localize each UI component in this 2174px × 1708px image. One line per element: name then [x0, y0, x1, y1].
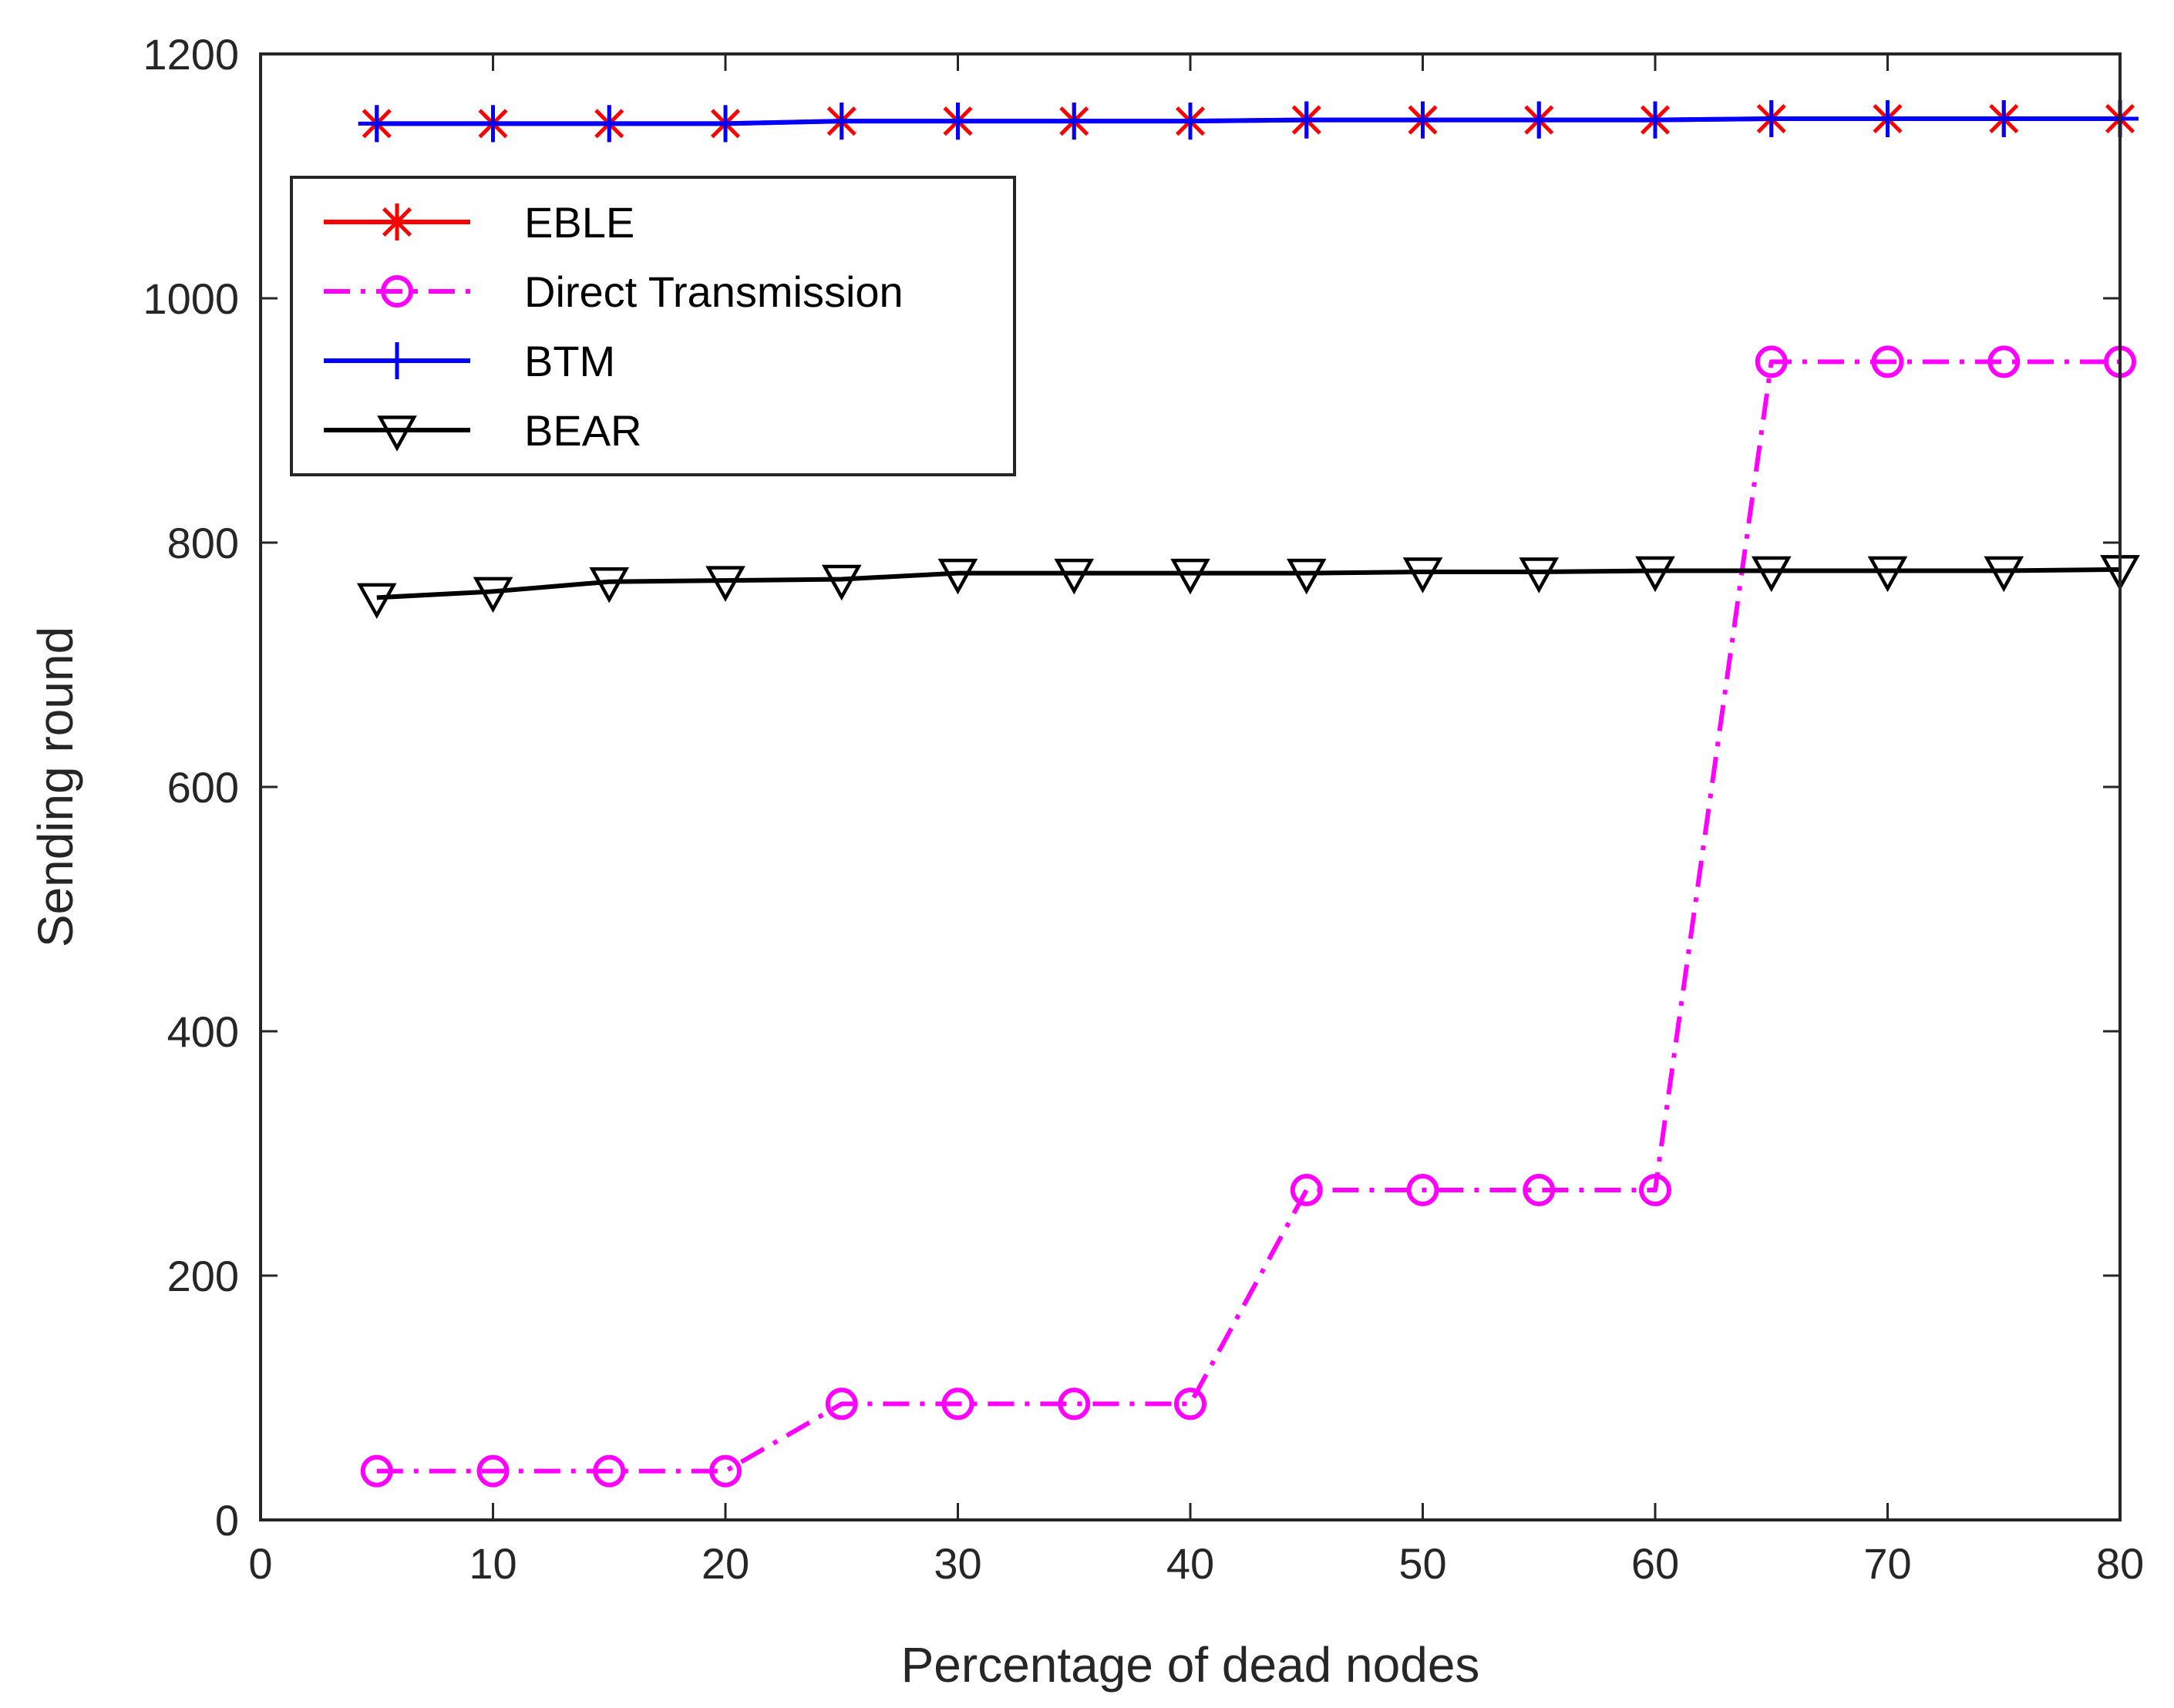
legend-label: BTM [524, 337, 615, 385]
y-tick-label: 200 [167, 1252, 239, 1300]
legend-marker [379, 203, 416, 240]
data-point-marker [707, 105, 744, 143]
data-point-marker [591, 105, 628, 143]
data-point-marker [1751, 556, 1792, 593]
data-point-marker [705, 566, 745, 602]
data-point-marker [358, 105, 395, 143]
legend-entry: Direct Transmission [324, 267, 904, 316]
data-point-marker [1286, 558, 1327, 595]
legend-box [290, 176, 1016, 476]
x-tick-label: 60 [1631, 1539, 1679, 1588]
x-tick-label: 30 [934, 1539, 981, 1588]
data-point-marker [1984, 556, 2024, 593]
series-line [376, 567, 2121, 600]
data-point-marker [1985, 100, 2023, 138]
legend-label: BEAR [524, 406, 642, 455]
data-point-marker [1637, 101, 1674, 139]
data-point-marker [474, 105, 512, 143]
data-point-marker [1174, 1387, 1206, 1421]
data-point-marker [1752, 100, 1790, 138]
legend-entry: EBLE [324, 198, 634, 247]
data-point-marker [1871, 345, 1904, 378]
series-line [376, 116, 2120, 126]
data-point-marker [1055, 103, 1093, 140]
y-tick-label: 1000 [143, 274, 239, 323]
data-point-marker [1635, 556, 1675, 593]
x-tick-label: 40 [1166, 1539, 1214, 1588]
data-point-marker [1639, 1174, 1671, 1207]
x-tick-label: 80 [2096, 1539, 2144, 1588]
series-layer [356, 100, 2140, 1488]
data-point-marker [709, 1454, 742, 1488]
data-point-marker [1755, 345, 1788, 378]
data-point-marker [1058, 1387, 1091, 1421]
data-point-marker [1523, 1174, 1556, 1207]
y-tick-label: 600 [167, 763, 239, 812]
data-point-marker [356, 583, 397, 620]
data-point-marker [473, 577, 513, 614]
data-point-marker [360, 1454, 393, 1488]
series-btm [358, 100, 2139, 143]
data-point-marker [1054, 558, 1095, 595]
x-tick-label: 70 [1863, 1539, 1911, 1588]
y-tick-label: 400 [167, 1007, 239, 1056]
data-point-marker [941, 1387, 974, 1421]
y-axis-label: Sending round [28, 627, 83, 947]
legend-entry: BTM [324, 337, 615, 385]
legend-label: EBLE [524, 198, 634, 247]
data-point-marker [825, 1387, 858, 1421]
data-point-marker [1869, 100, 1906, 138]
series-line [376, 359, 2120, 1474]
data-point-marker [1170, 558, 1210, 595]
data-point-marker [939, 103, 977, 140]
data-point-marker [476, 1454, 510, 1488]
data-point-marker [1172, 103, 1209, 140]
data-point-marker [1406, 1174, 1439, 1207]
data-point-marker [1987, 345, 2021, 378]
data-point-marker [821, 564, 862, 601]
x-tick-label: 0 [248, 1539, 272, 1588]
data-point-marker [1867, 556, 1908, 593]
data-point-marker [1404, 101, 1442, 139]
x-tick-label: 50 [1398, 1539, 1446, 1588]
legend-marker [381, 275, 413, 308]
series-bear [356, 555, 2140, 620]
data-point-marker [823, 103, 860, 140]
y-tick-label: 0 [215, 1496, 239, 1545]
y-tick-label: 1200 [143, 30, 239, 79]
data-point-marker [593, 1454, 626, 1488]
legend-entry: BEAR [324, 406, 642, 455]
x-tick-label: 10 [469, 1539, 517, 1588]
axes-frame [259, 52, 2122, 1521]
x-axis-label: Percentage of dead nodes [901, 1637, 1480, 1693]
data-point-marker [589, 567, 630, 604]
legend-label: Direct Transmission [524, 267, 904, 316]
data-point-marker [937, 558, 978, 595]
legend-marker [377, 415, 417, 452]
data-point-marker [1287, 101, 1325, 139]
data-point-marker [1520, 101, 1558, 139]
y-tick-label: 800 [167, 519, 239, 567]
x-tick-label: 20 [702, 1539, 749, 1588]
data-point-marker [1519, 557, 1560, 593]
legend: EBLE Direct Transmission BTM BEAR [290, 176, 1016, 476]
data-point-marker [1290, 1174, 1323, 1207]
series-direct-transmission [360, 345, 2136, 1488]
legend-marker [379, 342, 416, 379]
data-point-marker [1402, 557, 1443, 593]
